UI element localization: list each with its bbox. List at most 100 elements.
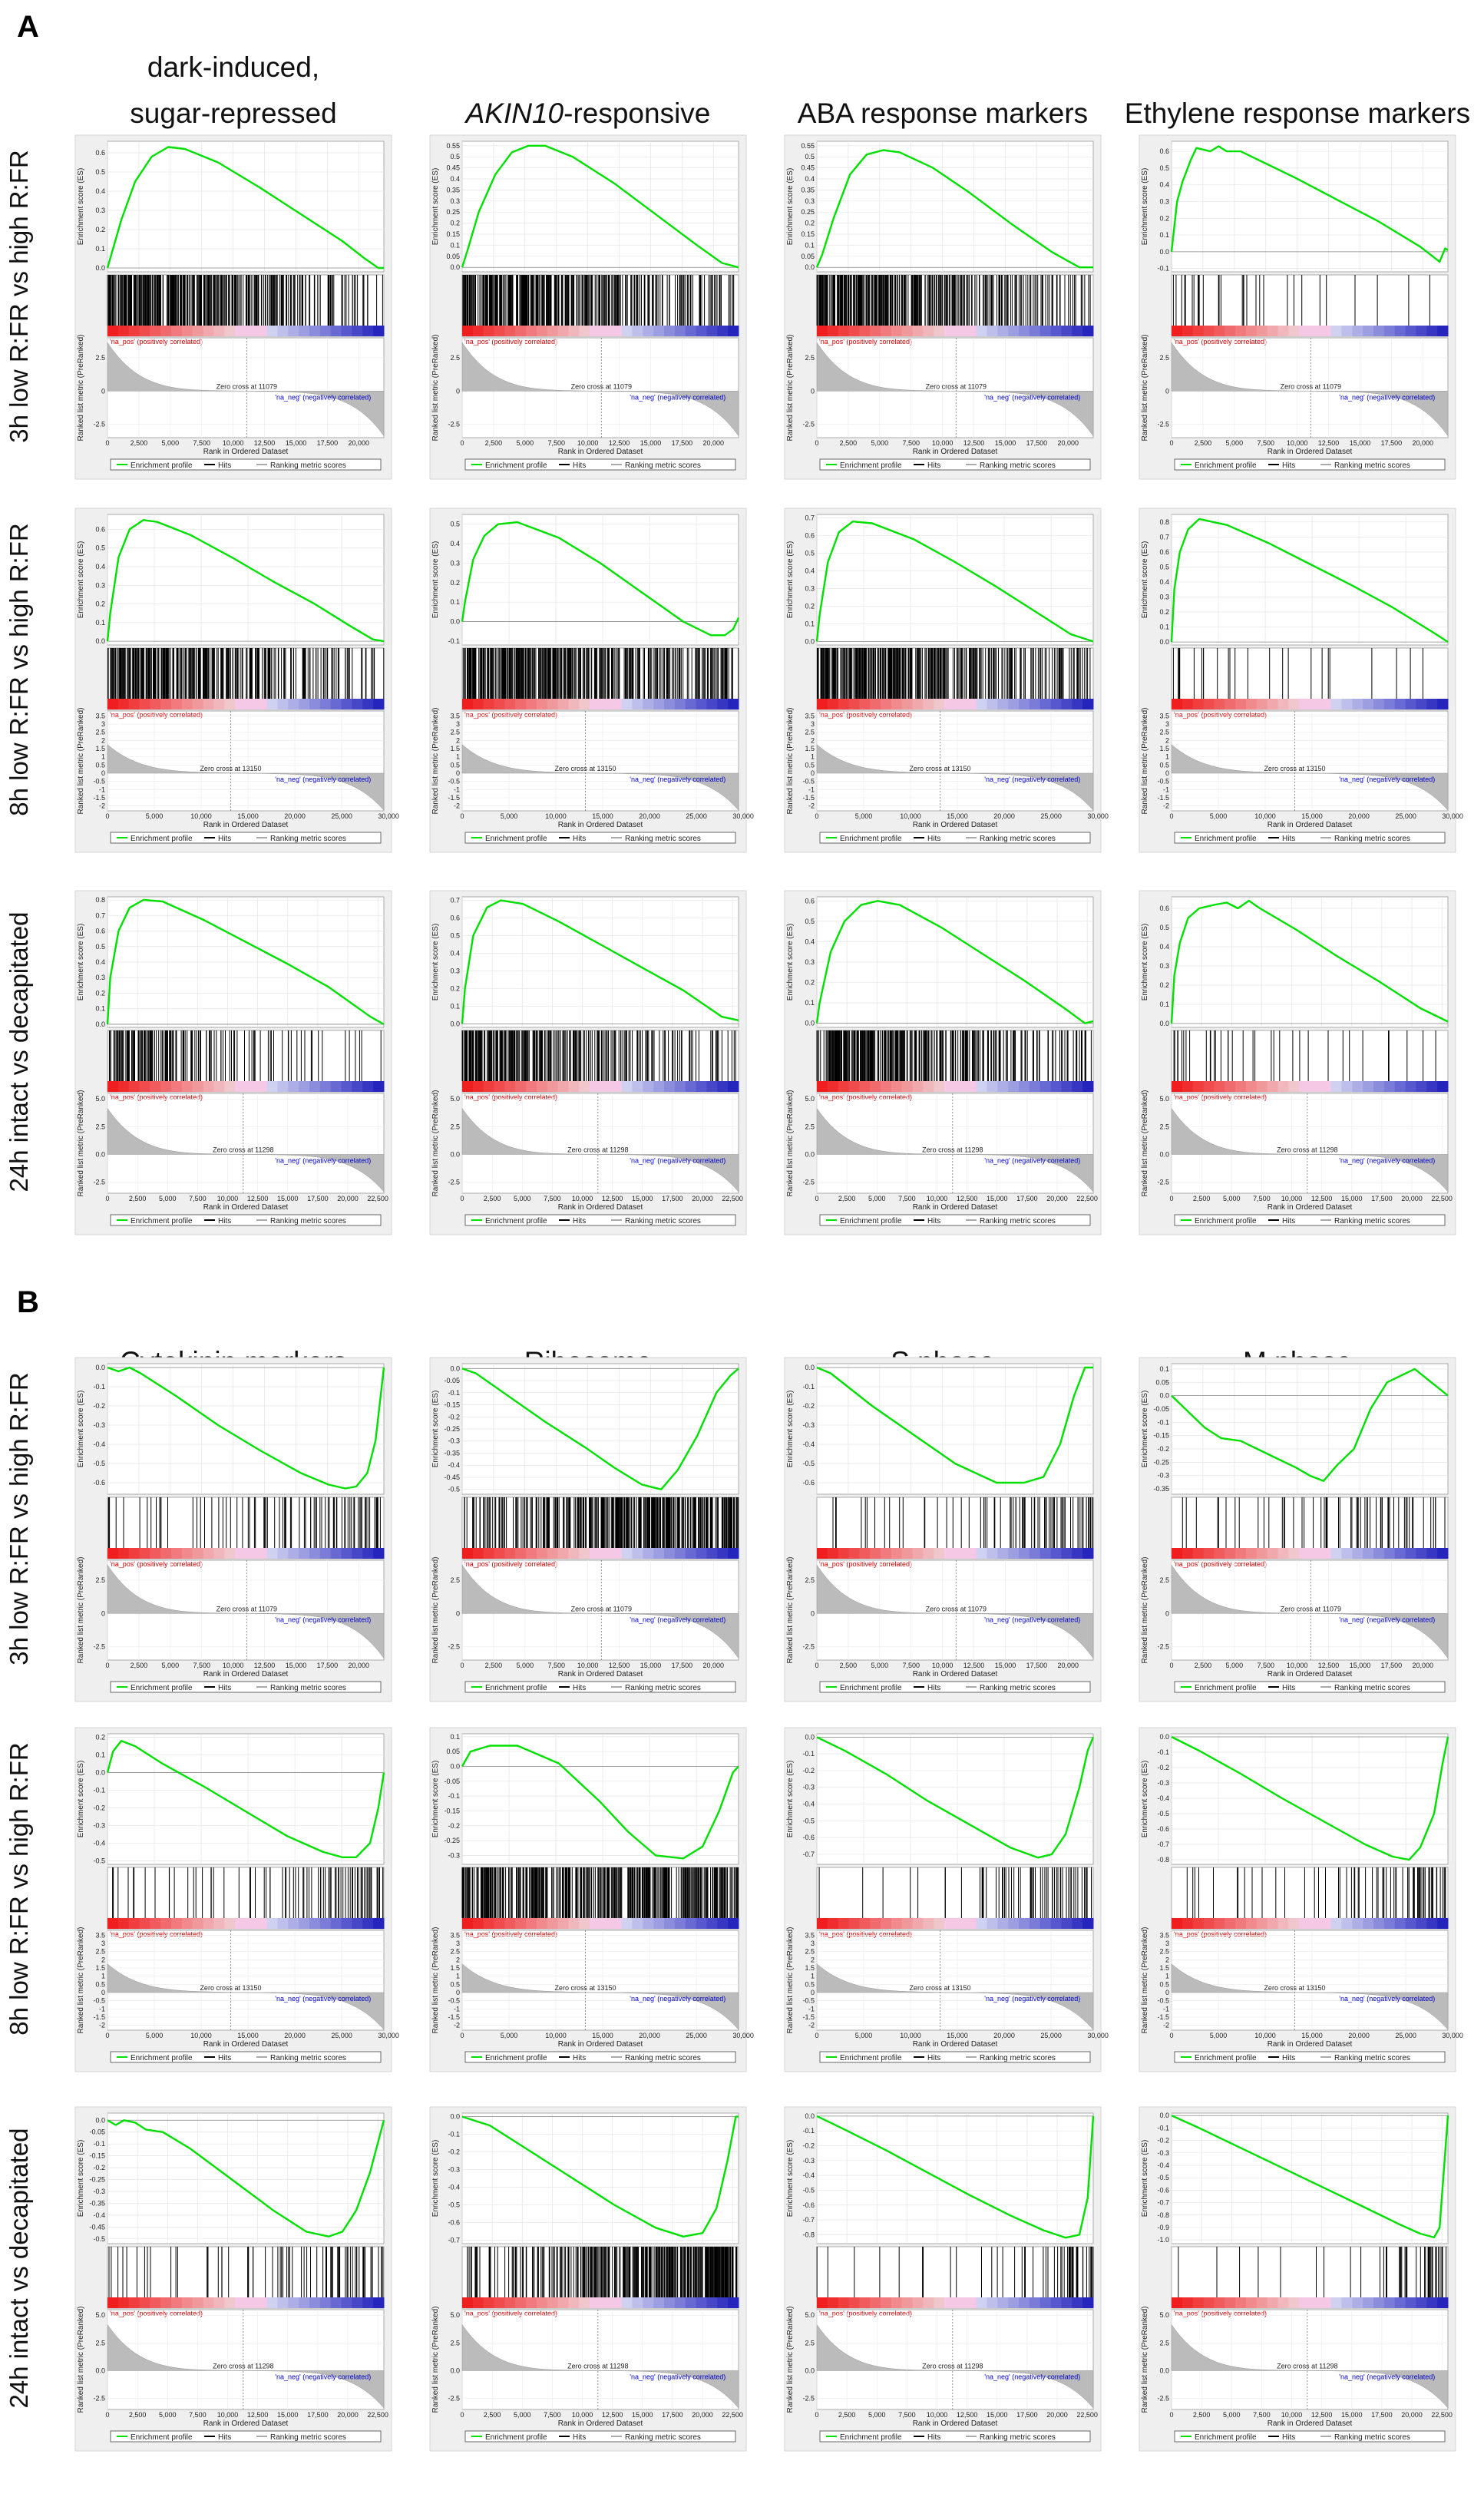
correlation-bar-segment (838, 1081, 850, 1092)
metric-axis-title: Ranked list metric (PreRanked) (1141, 1090, 1149, 1197)
es-tick-label: 0.1 (95, 619, 105, 627)
x-tick-label: 25,000 (331, 812, 352, 820)
es-curve (106, 146, 384, 270)
correlation-bar-segment (330, 1081, 342, 1092)
es-tick-label: 0.7 (95, 911, 105, 919)
es-tick-label: 0.5 (95, 943, 105, 951)
zero-cross-label: Zero cross at 13150 (554, 765, 616, 772)
es-tick-label: 0.25 (446, 208, 460, 216)
legend-box (110, 1214, 382, 1226)
correlation-bar-segment (1061, 326, 1073, 336)
x-tick-label: 20,000 (1058, 439, 1079, 447)
correlation-bar-segment (1437, 1548, 1449, 1559)
correlation-bar-segment (1383, 699, 1396, 709)
metric-tick-label: 2.5 (450, 1576, 460, 1584)
legend-box (1174, 458, 1446, 471)
correlation-bar-segment (706, 1081, 718, 1092)
es-tick-label: 0.1 (450, 241, 460, 249)
correlation-bar-segment (848, 1081, 860, 1092)
correlation-bar-segment (526, 699, 537, 709)
correlation-bar-segment (901, 1548, 914, 1559)
correlation-bar-segment (827, 1081, 839, 1092)
correlation-bar-segment (1405, 699, 1416, 709)
correlation-bar-segment (192, 1081, 204, 1092)
correlation-bar-segment (685, 1548, 697, 1559)
legend-label: Ranking metric scores (1334, 1684, 1410, 1692)
correlation-bar-segment (213, 1081, 225, 1092)
correlation-bar-segment (881, 699, 892, 709)
legend-label: Ranking metric scores (270, 1684, 346, 1692)
es-tick-label: 0.5 (805, 918, 815, 925)
es-tick-label: 0.15 (446, 230, 460, 238)
x-tick-label: 30,000 (732, 812, 754, 820)
legend-label: Hits (1282, 835, 1295, 843)
correlation-bar-segment (870, 1548, 881, 1559)
correlation-bar-segment (362, 326, 374, 336)
x-tick-label: 12,500 (963, 1662, 985, 1669)
correlation-bar-segment (1019, 1548, 1030, 1559)
x-axis-title: Rank in Ordered Dataset (1268, 448, 1353, 456)
correlation-bar-segment (1214, 326, 1225, 336)
correlation-bar-segment (1416, 1548, 1427, 1559)
correlation-bar-segment (235, 699, 246, 709)
correlation-bar-segment (235, 1081, 246, 1092)
correlation-bar-segment (341, 699, 352, 709)
correlation-bar-segment (965, 699, 977, 709)
zero-cross-label: Zero cross at 11079 (926, 382, 987, 390)
es-tick-label: 0.3 (805, 584, 815, 592)
correlation-bar-segment (256, 1548, 268, 1559)
gsea-panel: 0.6 0.5 0.4 0.3 0.2 0.1 0.0 -0.1 Enrichment scor… (1139, 134, 1456, 480)
correlation-bar-segment (706, 699, 718, 709)
es-tick-label: -0.25 (1153, 1458, 1169, 1466)
es-tick-label: -0.2 (448, 1413, 460, 1421)
es-tick-label: 0.3 (805, 958, 815, 966)
es-tick-label: 0.35 (801, 186, 815, 193)
correlation-bar-segment (1320, 1081, 1332, 1092)
correlation-bar-segment (1203, 326, 1215, 336)
correlation-bar-segment (1203, 1081, 1215, 1092)
correlation-bar-segment (643, 326, 654, 336)
metric-tick-label: -1 (1163, 786, 1169, 793)
es-tick-label: 0.55 (446, 142, 460, 150)
gsea-panel: 0.0 -0.1 -0.2 -0.3 -0.4 -0.5 -0.6 Enrichment sc… (74, 1357, 392, 1702)
neg-correlated-label: 'na_neg' (negatively correlated) (984, 1616, 1080, 1623)
correlation-bar-segment (150, 699, 161, 709)
correlation-bar-segment (1426, 326, 1438, 336)
correlation-bar-segment (976, 326, 988, 336)
x-axis-title: Rank in Ordered Dataset (558, 821, 643, 829)
es-tick-label: 0.4 (805, 567, 815, 575)
metric-plot-area (1171, 1093, 1449, 1194)
x-tick-label: 15,000 (1350, 1662, 1371, 1669)
correlation-bar-segment (923, 326, 934, 336)
metric-axis-title: Ranked list metric (PreRanked) (786, 1557, 795, 1664)
metric-tick-label: -2.5 (802, 1179, 815, 1186)
x-tick-label: 12,500 (1318, 439, 1340, 447)
correlation-bar-segment (246, 1548, 257, 1559)
metric-tick-label: 2.5 (450, 1123, 460, 1130)
correlation-bar-segment (1341, 326, 1353, 336)
es-plot-area (461, 141, 739, 273)
correlation-bar-segment (1072, 699, 1083, 709)
x-tick-label: 12,500 (254, 1662, 276, 1669)
correlation-bar-segment (192, 699, 204, 709)
es-tick-label: -0.3 (1157, 1472, 1169, 1480)
correlation-bar-segment (107, 1081, 119, 1092)
correlation-bar-segment (515, 326, 527, 336)
correlation-bar-segment (827, 1548, 839, 1559)
correlation-bar-segment (1341, 1548, 1353, 1559)
correlation-bar-segment (1192, 1548, 1205, 1559)
correlation-bar-segment (160, 1548, 172, 1559)
x-tick-label: 10,000 (1281, 1195, 1303, 1202)
correlation-bar-segment (664, 326, 676, 336)
x-tick-label: 10,000 (217, 1195, 239, 1202)
ranked-metric-area (107, 1107, 385, 1192)
metric-axis-title: Ranked list metric (PreRanked) (77, 1557, 85, 1664)
es-curve (815, 900, 1094, 1024)
metric-tick-label: 3.5 (95, 712, 105, 719)
es-curve (461, 144, 739, 269)
pos-correlated-label: 'na_pos' (positively correlated) (819, 338, 912, 346)
row-label: 8h low R:FR vs high R:FR (5, 523, 33, 815)
correlation-bar-segment (1192, 699, 1205, 709)
correlation-bar-segment (128, 1548, 140, 1559)
correlation-bar-segment (621, 1548, 633, 1559)
